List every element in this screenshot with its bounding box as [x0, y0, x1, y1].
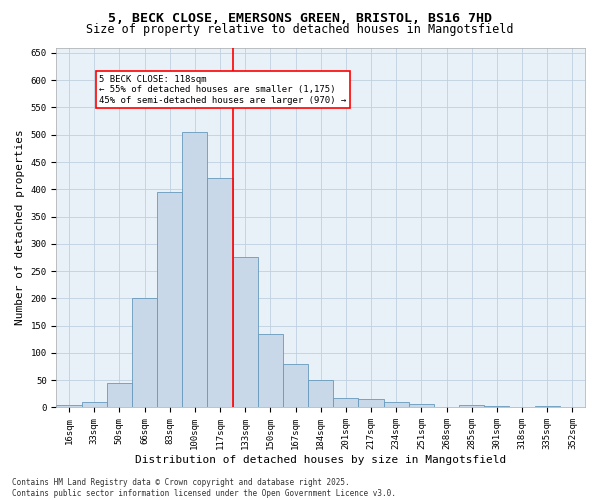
Bar	[182, 132, 208, 407]
Bar	[157, 192, 182, 408]
Bar	[459, 404, 484, 407]
Bar	[358, 400, 383, 407]
Text: Contains HM Land Registry data © Crown copyright and database right 2025.
Contai: Contains HM Land Registry data © Crown c…	[12, 478, 396, 498]
Bar	[132, 298, 157, 408]
Bar	[383, 402, 409, 407]
Bar	[233, 258, 258, 408]
Bar	[283, 364, 308, 408]
Bar	[258, 334, 283, 407]
X-axis label: Distribution of detached houses by size in Mangotsfield: Distribution of detached houses by size …	[135, 455, 506, 465]
Bar	[409, 404, 434, 407]
Bar	[333, 398, 358, 407]
Bar	[56, 404, 82, 407]
Text: 5, BECK CLOSE, EMERSONS GREEN, BRISTOL, BS16 7HD: 5, BECK CLOSE, EMERSONS GREEN, BRISTOL, …	[108, 12, 492, 26]
Text: 5 BECK CLOSE: 118sqm
← 55% of detached houses are smaller (1,175)
45% of semi-de: 5 BECK CLOSE: 118sqm ← 55% of detached h…	[99, 75, 346, 104]
Bar	[208, 178, 233, 408]
Text: Size of property relative to detached houses in Mangotsfield: Size of property relative to detached ho…	[86, 22, 514, 36]
Bar	[107, 383, 132, 407]
Y-axis label: Number of detached properties: Number of detached properties	[15, 130, 25, 326]
Bar	[484, 406, 509, 407]
Bar	[308, 380, 333, 407]
Bar	[535, 406, 560, 408]
Bar	[82, 402, 107, 407]
